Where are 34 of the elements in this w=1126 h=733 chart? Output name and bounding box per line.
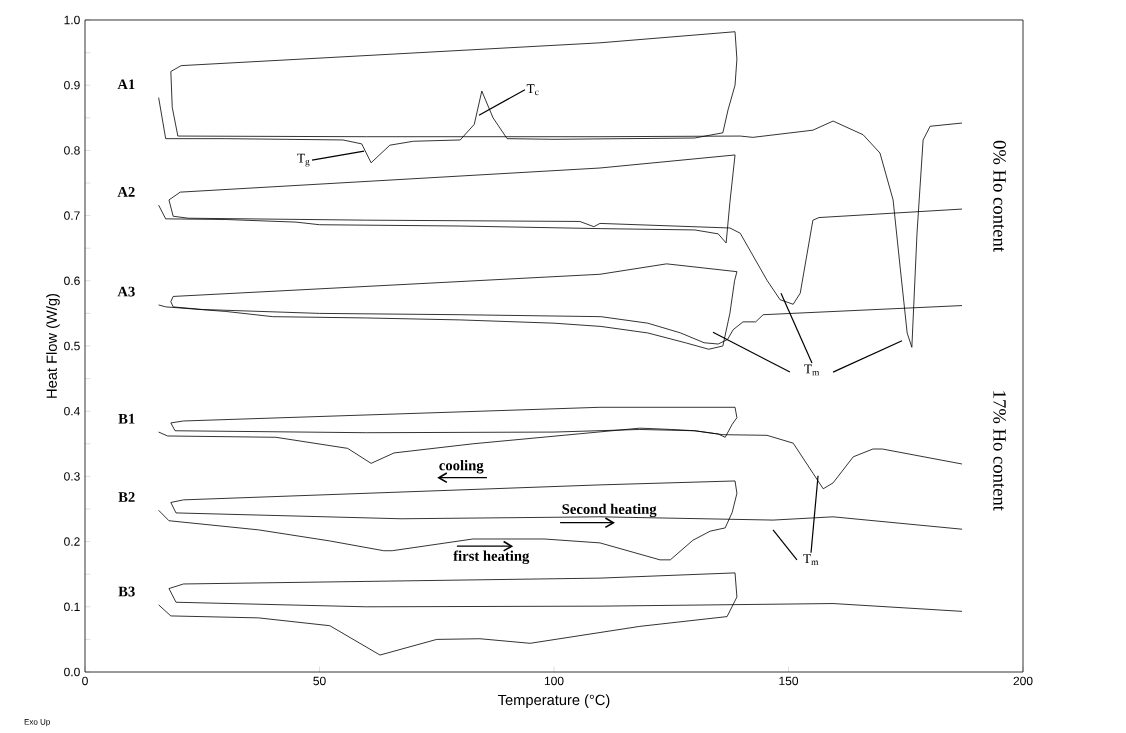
annotation: 0% Ho content <box>993 140 1006 252</box>
y-tick-label: 1.0 <box>64 15 80 25</box>
annotation: T$_{g}$ <box>297 153 310 167</box>
x-tick-label: 150 <box>779 676 799 686</box>
x-tick-label: 50 <box>313 676 326 686</box>
annotation: T$_{c}$ <box>526 84 539 96</box>
y-axis-title: Heat Flow (W/g) <box>46 293 60 398</box>
y-tick-label: 0.4 <box>64 406 80 416</box>
series-label: A1 <box>117 79 135 90</box>
x-tick-label: 200 <box>1013 676 1033 686</box>
y-tick-label: 0.9 <box>64 80 80 90</box>
y-tick-label: 0.1 <box>64 602 80 612</box>
annotation: cooling <box>439 460 484 474</box>
x-tick-label: 100 <box>544 676 564 686</box>
series-label: B1 <box>118 413 135 424</box>
series-label: A2 <box>117 186 135 197</box>
annotation: 17% Ho content <box>993 391 1006 511</box>
x-axis-title: Temperature (°C) <box>498 694 610 709</box>
x-tick-label: 0 <box>82 676 88 686</box>
annotation: Second heating <box>562 503 657 518</box>
annotation: T$_{m}$ <box>804 364 820 376</box>
text: Exo Up <box>24 719 50 727</box>
series-label: B2 <box>118 492 135 502</box>
series-label: B3 <box>118 586 135 597</box>
y-tick-label: 0.6 <box>64 276 80 286</box>
annotation: first heating <box>453 550 530 564</box>
y-tick-label: 0.5 <box>64 341 80 351</box>
y-tick-label: 0.7 <box>64 211 80 220</box>
annotation: T$_{m}$ <box>803 554 819 566</box>
y-tick-label: 0.3 <box>64 472 80 481</box>
y-tick-label: 0.8 <box>64 146 80 155</box>
y-tick-label: 0.0 <box>64 667 80 677</box>
series-label: A3 <box>117 286 135 297</box>
y-tick-label: 0.2 <box>64 537 80 546</box>
